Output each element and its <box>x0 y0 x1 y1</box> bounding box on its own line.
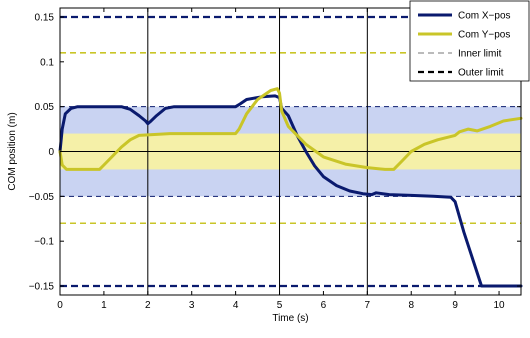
y-tick-label-0: 0.15 <box>35 12 55 23</box>
x-tick-label-5: 5 <box>277 300 283 311</box>
x-tick-label-10: 10 <box>493 300 505 311</box>
x-tick-label-0: 0 <box>57 300 63 311</box>
x-tick-label-6: 6 <box>321 300 327 311</box>
x-tick-label-9: 9 <box>452 300 458 311</box>
y-tick-label-3: 0 <box>48 147 54 158</box>
x-axis-label: Time (s) <box>272 313 308 324</box>
data-series <box>58 87 523 288</box>
y-tick-label-5: −0.1 <box>34 237 54 248</box>
y-tick-label-2: 0.05 <box>35 102 55 113</box>
legend: Com X−pos Com Y−pos Inner limit Outer limit <box>409 0 530 82</box>
legend-label-2: Inner limit <box>458 49 502 60</box>
legend-label-3: Outer limit <box>458 68 504 79</box>
x-tick-label-1: 1 <box>101 300 107 311</box>
series-line-com-y <box>58 87 523 171</box>
legend-entries: Com X−pos Com Y−pos Inner limit Outer limit <box>418 11 511 79</box>
x-tick-label-3: 3 <box>189 300 195 311</box>
legend-label-1: Com Y−pos <box>458 30 510 41</box>
y-tick-label-6: −0.15 <box>29 282 55 293</box>
y-tick-label-4: −0.05 <box>29 192 55 203</box>
tick-labels: 0 1 2 3 4 5 6 7 8 9 10 0.15 0.1 0.05 0 −0.05 −0.1 −0.15 <box>29 8 521 311</box>
y-tick-label-1: 0.1 <box>40 57 54 68</box>
phase-lines <box>147 8 368 295</box>
y-axis-label: COM position (m) <box>7 112 18 190</box>
x-tick-label-4: 4 <box>233 300 239 311</box>
legend-label-0: Com X−pos <box>458 11 511 22</box>
x-tick-label-7: 7 <box>365 300 371 311</box>
x-tick-label-8: 8 <box>408 300 414 311</box>
x-tick-label-2: 2 <box>145 300 151 311</box>
